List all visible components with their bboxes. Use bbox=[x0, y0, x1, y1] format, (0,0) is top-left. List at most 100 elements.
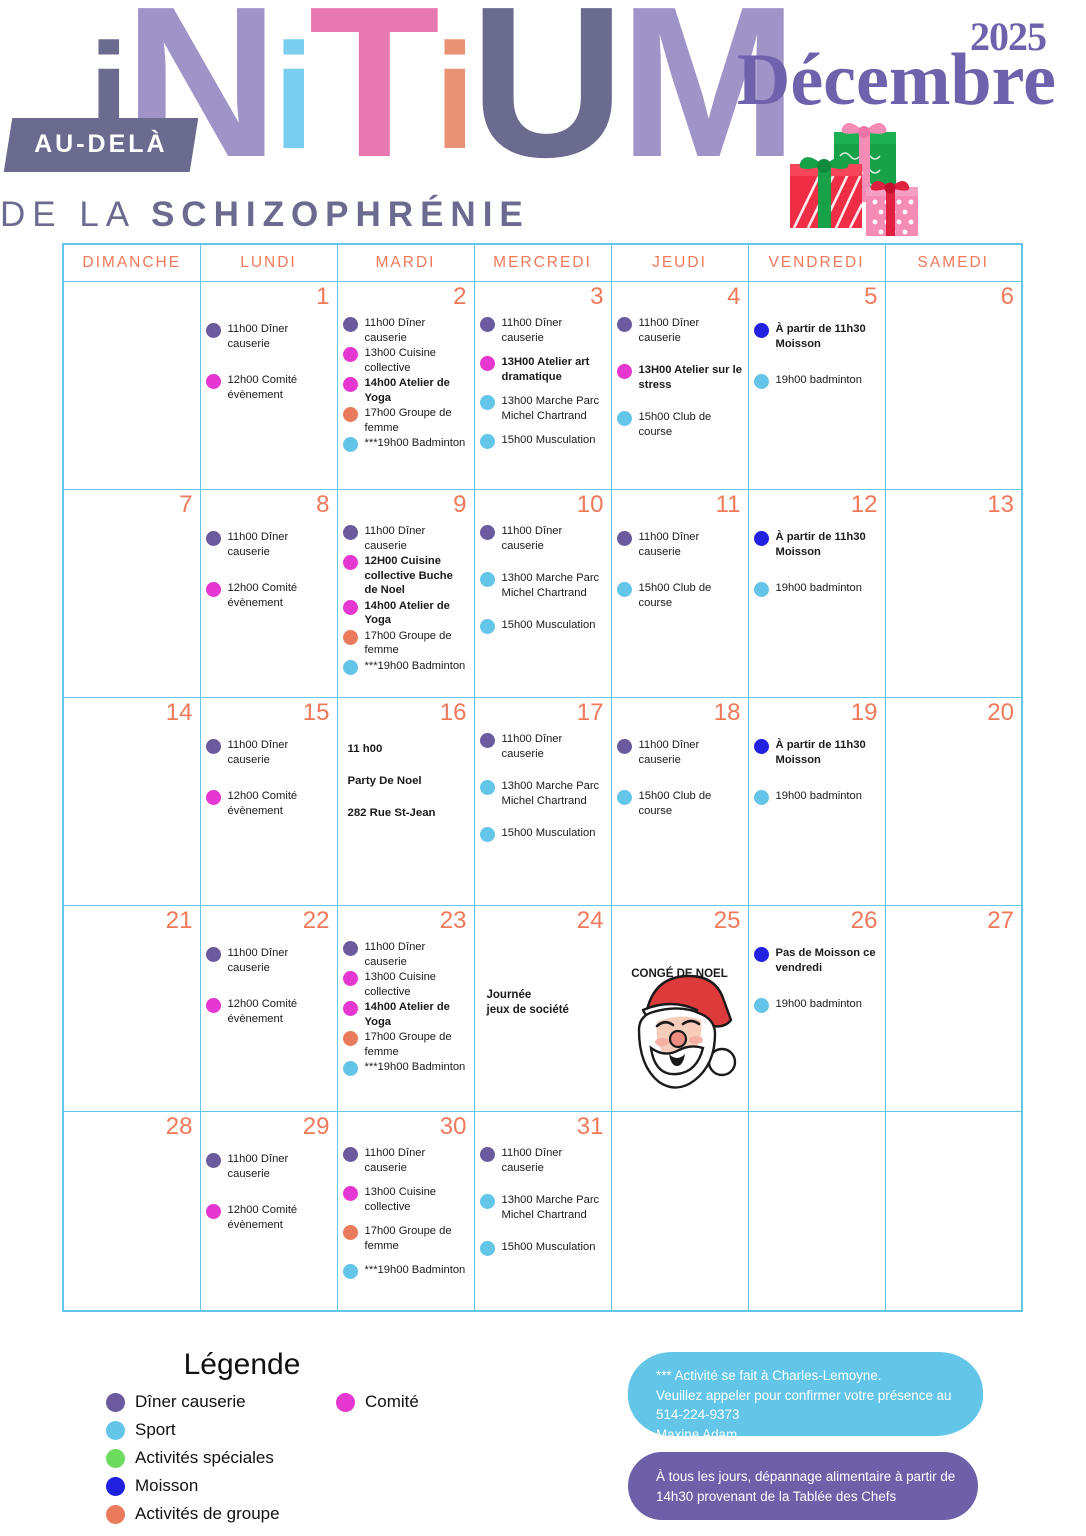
calendar-event[interactable]: 11h00 Dîner causerie bbox=[205, 1152, 332, 1181]
calendar-event[interactable]: 13H00 Atelier art dramatique bbox=[479, 355, 606, 384]
event-label: 11h00 Dîner causerie bbox=[227, 323, 289, 350]
calendar-day-cell-13[interactable]: 13 bbox=[884, 489, 1023, 698]
calendar-event[interactable]: 14h00 Atelier de Yoga bbox=[342, 599, 469, 628]
calendar-event[interactable]: 19h00 badminton bbox=[753, 581, 880, 597]
calendar-day-cell-5[interactable]: 5 À partir de 11h30 Moisson 19h00 badminto… bbox=[747, 281, 886, 490]
calendar-event[interactable]: 11h00 Dîner causerie bbox=[479, 316, 606, 345]
weekday-header-jeudi: JEUDI bbox=[610, 243, 749, 282]
calendar-event[interactable]: 13h00 Cuisine collective bbox=[342, 346, 469, 375]
day-number: 31 bbox=[576, 1113, 604, 1140]
calendar-day-cell-18[interactable]: 18 11h00 Dîner causerie 15h00 Club de cour… bbox=[610, 697, 749, 906]
calendar-day-cell-22[interactable]: 22 11h00 Dîner causerie 12h00 Comité évène… bbox=[199, 905, 338, 1112]
calendar-event[interactable]: 11h00 Dîner causerie bbox=[342, 524, 469, 553]
calendar-event[interactable]: 12h00 Comité évènement bbox=[205, 373, 332, 402]
calendar-event[interactable]: ***19h00 Badminton bbox=[342, 436, 469, 452]
calendar-event[interactable]: 12h00 Comité évènement bbox=[205, 1203, 332, 1232]
calendar-event[interactable]: 17h00 Groupe de femme bbox=[342, 1224, 469, 1253]
calendar-day-cell-4[interactable]: 4 11h00 Dîner causerie 13H00 Atelier sur l… bbox=[610, 281, 749, 490]
calendar-event[interactable]: ***19h00 Badminton bbox=[342, 1263, 469, 1279]
depannage-alimentaire-note: À tous les jours, dépannage alimentaire … bbox=[628, 1452, 978, 1520]
event-category-dot-diner-causerie bbox=[205, 531, 221, 546]
calendar-day-cell-25[interactable]: 25 CONGÉ DE NOEL bbox=[610, 905, 749, 1112]
calendar-event[interactable]: À partir de 11h30 Moisson bbox=[753, 738, 880, 767]
calendar-event[interactable]: 15h00 Club de course bbox=[616, 581, 743, 610]
calendar-event[interactable]: ***19h00 Badminton bbox=[342, 659, 469, 675]
calendar-day-cell-7[interactable]: 7 bbox=[62, 489, 201, 698]
calendar-week-row: 1 11h00 Dîner causerie 12h00 Comité évènem… bbox=[62, 281, 1023, 490]
calendar-day-cell-11[interactable]: 11 11h00 Dîner causerie 15h00 Club de cour… bbox=[610, 489, 749, 698]
calendar-event[interactable]: 11h00 Dîner causerie bbox=[616, 316, 743, 345]
calendar-day-cell-30[interactable]: 30 11h00 Dîner causerie 13h00 Cuisine coll… bbox=[336, 1111, 475, 1312]
calendar-event[interactable]: 11h00 Dîner causerie bbox=[342, 316, 469, 345]
calendar-event[interactable]: 15h00 Musculation bbox=[479, 1240, 606, 1256]
calendar-event[interactable]: 13h00 Marche Parc Michel Chartrand bbox=[479, 779, 606, 808]
calendar-event[interactable]: 11h00 Dîner causerie bbox=[205, 738, 332, 767]
calendar-event[interactable]: 11h00 Dîner causerie bbox=[205, 530, 332, 559]
calendar-event[interactable]: 11h00 Dîner causerie bbox=[205, 946, 332, 975]
calendar-event[interactable]: 13h00 Cuisine collective bbox=[342, 1185, 469, 1214]
calendar-day-cell-23[interactable]: 23 11h00 Dîner causerie 13h00 Cuisine coll… bbox=[336, 905, 475, 1112]
calendar-day-cell-17[interactable]: 17 11h00 Dîner causerie 13h00 Marche Parc … bbox=[473, 697, 612, 906]
calendar-event[interactable]: 12h00 Comité évènement bbox=[205, 789, 332, 818]
calendar-event[interactable]: 17h00 Groupe de femme bbox=[342, 406, 469, 435]
day-number: 21 bbox=[165, 907, 193, 934]
event-category-dot-diner-causerie bbox=[616, 531, 632, 546]
calendar-day-cell-28[interactable]: 28 bbox=[62, 1111, 201, 1312]
calendar-event[interactable]: 12H00 Cuisine collective Buche de Noel bbox=[342, 554, 469, 598]
calendar-event[interactable]: 11h00 Dîner causerie bbox=[616, 738, 743, 767]
calendar-event[interactable]: 11h00 Dîner causerie bbox=[205, 322, 332, 351]
calendar-day-cell-15[interactable]: 15 11h00 Dîner causerie 12h00 Comité évène… bbox=[199, 697, 338, 906]
calendar-day-cell-27[interactable]: 27 bbox=[884, 905, 1023, 1112]
calendar-event[interactable]: 12h00 Comité évènement bbox=[205, 997, 332, 1026]
calendar-day-cell-1[interactable]: 1 11h00 Dîner causerie 12h00 Comité évènem… bbox=[199, 281, 338, 490]
calendar-event[interactable]: 13h00 Cuisine collective bbox=[342, 970, 469, 999]
calendar-event[interactable]: 13h00 Marche Parc Michel Chartrand bbox=[479, 1193, 606, 1222]
calendar-event[interactable]: ***19h00 Badminton bbox=[342, 1060, 469, 1076]
calendar-event[interactable]: 19h00 badminton bbox=[753, 373, 880, 389]
calendar-event[interactable]: 14h00 Atelier de Yoga bbox=[342, 376, 469, 405]
calendar-event[interactable]: À partir de 11h30 Moisson bbox=[753, 530, 880, 559]
calendar-event[interactable]: À partir de 11h30 Moisson bbox=[753, 322, 880, 351]
calendar-body: 1 11h00 Dîner causerie 12h00 Comité évènem… bbox=[62, 281, 1023, 1312]
calendar-event[interactable]: 19h00 badminton bbox=[753, 789, 880, 805]
calendar-event[interactable]: 11h00 Dîner causerie bbox=[342, 940, 469, 969]
calendar-event[interactable]: 15h00 Musculation bbox=[479, 433, 606, 449]
calendar-day-cell-21[interactable]: 21 bbox=[62, 905, 201, 1112]
calendar-day-cell-9[interactable]: 9 11h00 Dîner causerie 12H00 Cuisine colle… bbox=[336, 489, 475, 698]
calendar-event[interactable]: 13h00 Marche Parc Michel Chartrand bbox=[479, 394, 606, 423]
calendar-event[interactable]: 11h00 Dîner causerie bbox=[479, 1146, 606, 1175]
calendar-event[interactable]: 17h00 Groupe de femme bbox=[342, 629, 469, 658]
calendar-event[interactable]: 15h00 Club de course bbox=[616, 410, 743, 439]
calendar-day-cell-31[interactable]: 31 11h00 Dîner causerie 13h00 Marche Parc … bbox=[473, 1111, 612, 1312]
calendar-event[interactable]: 17h00 Groupe de femme bbox=[342, 1030, 469, 1059]
calendar-day-cell-16[interactable]: 16 11 h00 Party De Noel 282 Rue St-Jean bbox=[336, 697, 475, 906]
calendar-day-cell-2[interactable]: 2 11h00 Dîner causerie 13h00 Cuisine colle… bbox=[336, 281, 475, 490]
calendar-event[interactable]: 11h00 Dîner causerie bbox=[479, 732, 606, 761]
calendar-event[interactable]: 11h00 Dîner causerie bbox=[342, 1146, 469, 1175]
calendar-event[interactable]: 13h00 Marche Parc Michel Chartrand bbox=[479, 571, 606, 600]
calendar-day-cell-26[interactable]: 26 Pas de Moisson ce vendredi 19h00 badmin… bbox=[747, 905, 886, 1112]
calendar-day-cell-10[interactable]: 10 11h00 Dîner causerie 13h00 Marche Parc … bbox=[473, 489, 612, 698]
calendar-day-cell-8[interactable]: 8 11h00 Dîner causerie 12h00 Comité évènem… bbox=[199, 489, 338, 698]
event-category-dot-sport bbox=[342, 437, 358, 452]
calendar-day-cell-6[interactable]: 6 bbox=[884, 281, 1023, 490]
calendar-day-cell-14[interactable]: 14 bbox=[62, 697, 201, 906]
calendar-event[interactable]: 15h00 Musculation bbox=[479, 618, 606, 634]
calendar-event[interactable]: 15h00 Club de course bbox=[616, 789, 743, 818]
calendar-day-cell-12[interactable]: 12 À partir de 11h30 Moisson 19h00 badmint… bbox=[747, 489, 886, 698]
calendar-day-cell-24[interactable]: 24 Journée jeux de société bbox=[473, 905, 612, 1112]
calendar-event[interactable]: 11h00 Dîner causerie bbox=[616, 530, 743, 559]
calendar-event[interactable]: 19h00 badminton bbox=[753, 997, 880, 1013]
calendar-event[interactable]: 13H00 Atelier sur le stress bbox=[616, 363, 743, 392]
calendar-event[interactable]: 11h00 Dîner causerie bbox=[479, 524, 606, 553]
calendar-day-cell-3[interactable]: 3 11h00 Dîner causerie 13H00 Atelier art d… bbox=[473, 281, 612, 490]
calendar-event[interactable]: 14h00 Atelier de Yoga bbox=[342, 1000, 469, 1029]
calendar-day-cell-29[interactable]: 29 11h00 Dîner causerie 12h00 Comité évène… bbox=[199, 1111, 338, 1312]
calendar-event[interactable]: Pas de Moisson ce vendredi bbox=[753, 946, 880, 975]
calendar-event[interactable]: 15h00 Musculation bbox=[479, 826, 606, 842]
calendar-day-cell-19[interactable]: 19 À partir de 11h30 Moisson 19h00 badmint… bbox=[747, 697, 886, 906]
calendar-event[interactable]: 12h00 Comité évènement bbox=[205, 581, 332, 610]
calendar-day-cell-20[interactable]: 20 bbox=[884, 697, 1023, 906]
event-category-dot-activites-groupe bbox=[342, 629, 358, 645]
